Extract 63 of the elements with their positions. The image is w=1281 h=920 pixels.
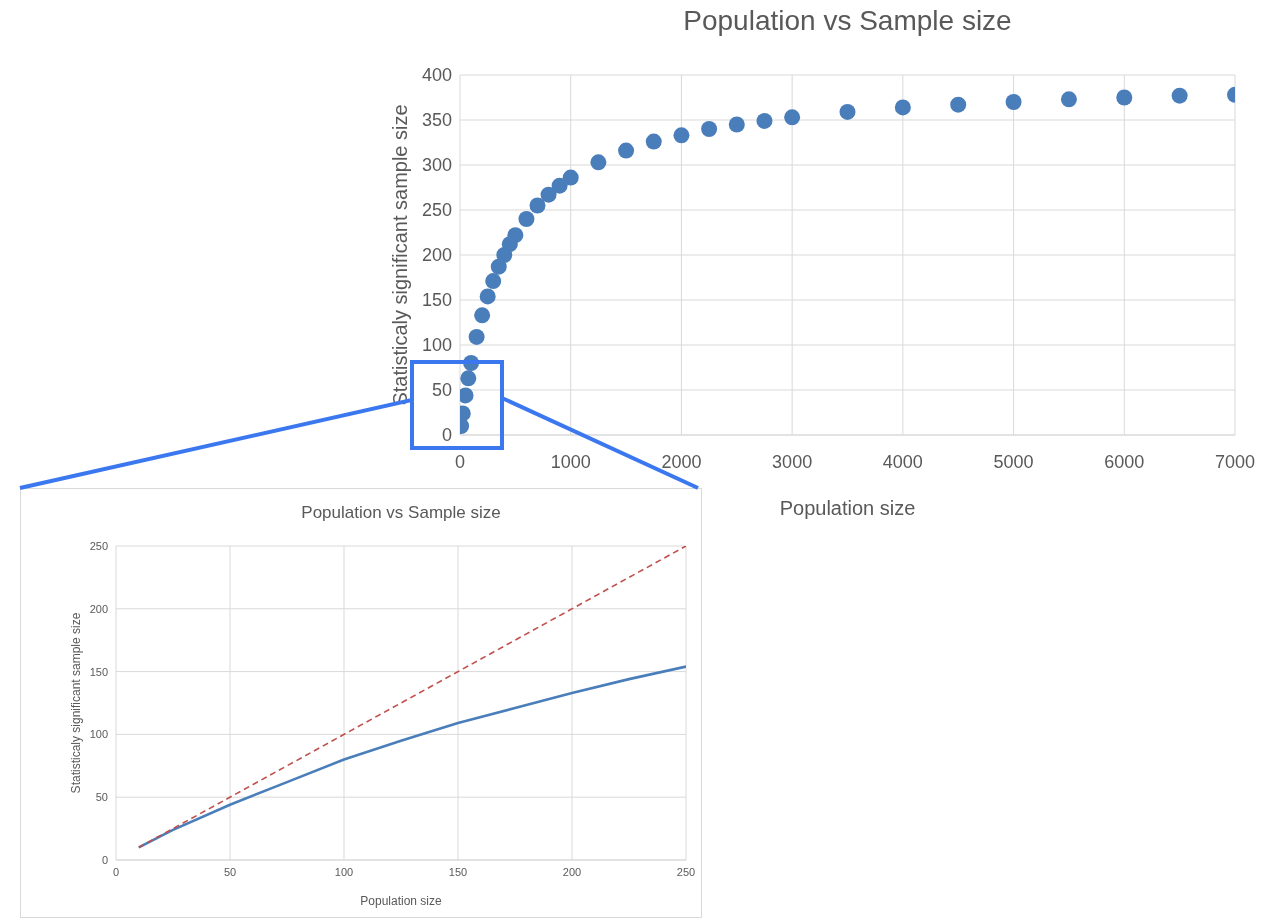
point	[540, 186, 557, 203]
x-axis-title: Population size	[779, 497, 916, 519]
y-tick-label: 100	[89, 728, 108, 741]
point	[1116, 89, 1133, 106]
y-tick-label: 250	[421, 200, 452, 221]
y-tick-label: 200	[421, 245, 452, 266]
y-axis-title: Statisticaly significant sample size	[389, 104, 412, 406]
y-tick-label: 100	[421, 335, 452, 356]
point	[1005, 94, 1022, 110]
x-tick-label: 4000	[882, 451, 923, 472]
point	[950, 96, 967, 113]
y-tick-label: 50	[431, 380, 452, 401]
point	[518, 211, 535, 227]
x-tick-label: 0	[454, 451, 466, 472]
y-tick-label: 0	[441, 425, 452, 446]
y-tick-label: 150	[89, 665, 108, 678]
y-tick-label: 300	[421, 155, 452, 176]
point	[673, 127, 690, 144]
y-tick-label: 0	[101, 853, 108, 866]
point	[756, 112, 773, 129]
point	[590, 154, 607, 171]
point	[507, 227, 524, 244]
y-tick-label: 250	[89, 539, 108, 552]
x-axis-title: Population size	[360, 894, 443, 908]
line-series	[137, 665, 686, 849]
y-tick-label: 400	[421, 65, 452, 86]
y-axis-title: Statisticaly significant sample size	[69, 612, 84, 794]
x-tick-label: 1000	[550, 451, 591, 472]
point	[474, 307, 491, 324]
x-tick-label: 2000	[661, 451, 702, 472]
point	[784, 109, 801, 126]
x-tick-label: 50	[223, 865, 237, 878]
x-tick-label: 100	[334, 865, 354, 878]
point	[479, 288, 496, 305]
point	[490, 258, 507, 275]
x-tick-label: 0	[112, 865, 120, 878]
y-tick-label: 150	[421, 290, 452, 311]
x-tick-label: 250	[676, 865, 696, 878]
point	[618, 142, 635, 159]
point	[551, 177, 568, 194]
x-tick-label: 150	[448, 865, 468, 878]
x-tick-label: 6000	[1104, 451, 1145, 472]
y-tick-label: 50	[95, 791, 108, 804]
chart-title: Population vs Sample size	[682, 5, 1013, 37]
point	[1171, 87, 1188, 104]
point	[894, 99, 911, 116]
point	[468, 328, 485, 345]
point	[529, 197, 546, 214]
point	[728, 116, 745, 133]
point	[1060, 91, 1077, 108]
x-tick-label: 5000	[993, 451, 1034, 472]
point	[485, 273, 502, 290]
x-tick-label: 7000	[1214, 451, 1256, 472]
point	[562, 169, 579, 186]
y-tick-label: 200	[89, 602, 108, 615]
x-tick-label: 3000	[772, 451, 813, 472]
x-tick-label: 200	[562, 865, 582, 878]
point	[645, 133, 662, 150]
point	[460, 370, 477, 387]
point	[839, 103, 856, 120]
y-tick-label: 350	[421, 110, 452, 131]
chart-title: Population vs Sample size	[300, 503, 502, 523]
point	[701, 121, 718, 137]
